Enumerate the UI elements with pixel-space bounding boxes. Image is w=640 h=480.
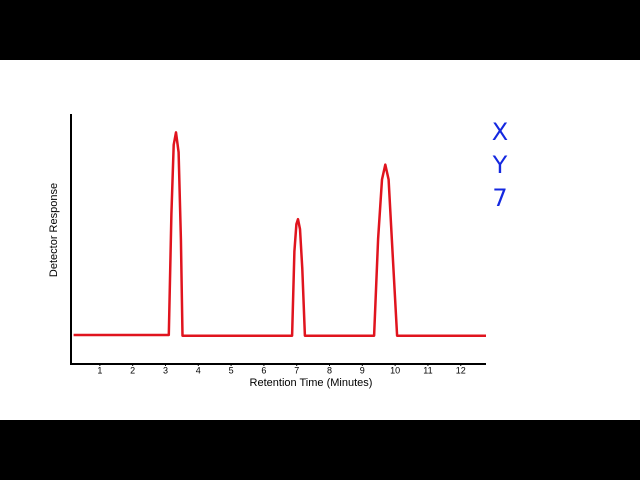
x-tick-label: 12 [456,365,466,375]
handwritten-note: Y [492,151,508,179]
handwritten-note: 7 [492,184,507,212]
x-axis-label: Retention Time (Minutes) [250,377,373,389]
bottom-bar [0,420,640,480]
x-tick-label: 8 [327,365,332,375]
x-tick-label: 7 [294,365,299,375]
handwritten-note: X [492,118,508,146]
top-bar [0,0,640,60]
x-tick-label: 1 [97,365,102,375]
x-tick-label: 11 [423,365,432,375]
y-axis-label: Detector Response [48,183,60,277]
signal-line [73,131,486,337]
x-tick-label: 4 [196,365,201,375]
x-tick-label: 2 [130,365,135,375]
x-tick-label: 6 [261,365,266,375]
x-tick-label: 9 [360,365,365,375]
canvas [0,60,640,420]
x-tick-label: 5 [229,365,234,375]
x-tick-label: 3 [163,365,168,375]
x-tick-label: 10 [390,365,400,375]
